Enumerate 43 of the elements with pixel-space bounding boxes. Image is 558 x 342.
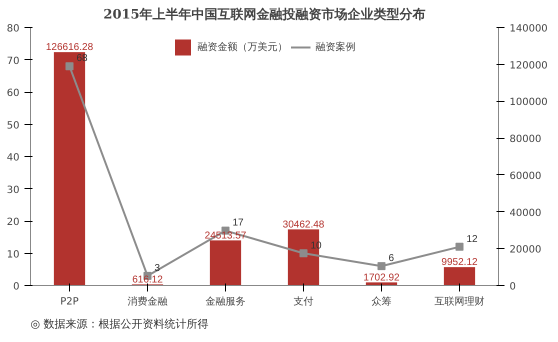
y-tick-label: 10 <box>6 249 20 260</box>
point <box>456 242 464 251</box>
data-label: 6 <box>388 253 394 264</box>
x-tick-label: 支付 <box>294 296 314 308</box>
text: ◎ 数据来源：根据公开资料统计所得 <box>30 318 209 330</box>
chart-title: 2015年上半年中国互联网金融投融资市场企业类型分布 <box>103 6 426 22</box>
data-label: 616.12 <box>132 274 164 286</box>
y-tick-label: 80 <box>6 24 20 34</box>
x-tick-label: P2P <box>60 296 79 308</box>
y-tick-label: 20 <box>6 217 20 228</box>
bar <box>54 52 86 286</box>
y2-tick-label: 0 <box>510 282 516 292</box>
data-label: 30462.48 <box>282 219 325 230</box>
x-tick-label: 众筹 <box>372 296 392 308</box>
y-tick-label: 0 <box>13 282 20 292</box>
x-tick-label: 金融服务 <box>206 296 246 308</box>
point <box>66 62 74 70</box>
data-label: 12 <box>466 234 478 245</box>
x-tick-label: 互联网理财 <box>434 296 484 308</box>
data-label: 9952.12 <box>441 257 478 268</box>
x-tick-label: 消费金融 <box>128 296 168 308</box>
y2-tick-label: 20000 <box>510 244 542 256</box>
y-tick-label: 70 <box>6 56 20 67</box>
y2-tick-label: 80000 <box>510 134 542 146</box>
data-label: 1702.92 <box>363 272 400 284</box>
y-tick-label: 30 <box>6 184 20 196</box>
y-tick-label: 60 <box>6 88 20 99</box>
bar <box>288 229 320 286</box>
y2-tick-label: 120000 <box>510 60 548 72</box>
legend-label: 融资案例 <box>316 40 356 54</box>
y2-tick-label: 100000 <box>510 97 548 108</box>
y-tick-label: 40 <box>6 152 20 164</box>
data-label: 126616.28 <box>46 42 94 54</box>
y-tick-label: 50 <box>6 120 20 132</box>
legend-label: 融资金额（万美元） <box>198 40 288 54</box>
bar <box>210 240 242 286</box>
point <box>300 249 308 258</box>
bar <box>444 267 476 286</box>
point <box>378 262 386 270</box>
data-label: 17 <box>232 218 244 229</box>
y2-tick-label: 40000 <box>510 208 542 219</box>
y2-tick-label: 140000 <box>510 24 548 34</box>
y2-tick-label: 60000 <box>510 170 542 182</box>
